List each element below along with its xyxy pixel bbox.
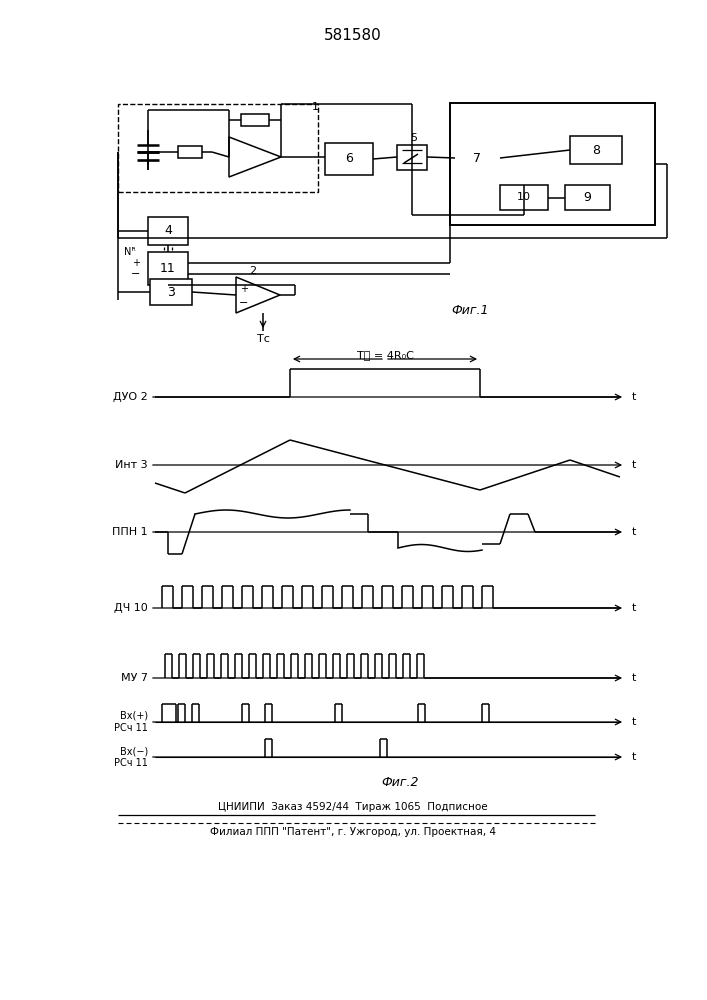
Text: −: − xyxy=(239,298,249,308)
Text: 9: 9 xyxy=(583,191,592,204)
Text: t: t xyxy=(632,460,636,470)
Text: МУ 7: МУ 7 xyxy=(121,673,148,683)
Text: −: − xyxy=(131,269,140,279)
Text: ДУО 2: ДУО 2 xyxy=(113,392,148,402)
Bar xyxy=(565,185,610,210)
Text: 8: 8 xyxy=(592,143,600,156)
Text: t: t xyxy=(632,717,636,727)
Text: 11: 11 xyxy=(160,262,176,275)
Text: Вх(+): Вх(+) xyxy=(120,711,148,721)
Text: 4: 4 xyxy=(164,225,172,237)
Text: +: + xyxy=(240,284,248,294)
Bar xyxy=(241,114,269,126)
Bar xyxy=(450,103,655,225)
Text: Фиг.2: Фиг.2 xyxy=(381,776,419,788)
Text: t: t xyxy=(632,673,636,683)
Text: 7: 7 xyxy=(474,151,481,164)
Text: 3: 3 xyxy=(167,286,175,298)
Bar xyxy=(148,217,188,245)
Text: t: t xyxy=(632,752,636,762)
Text: Филиал ППП "Патент", г. Ужгород, ул. Проектная, 4: Филиал ППП "Патент", г. Ужгород, ул. Про… xyxy=(210,827,496,837)
Text: t: t xyxy=(632,392,636,402)
Bar xyxy=(118,104,318,192)
Bar xyxy=(397,144,427,169)
Text: 10: 10 xyxy=(517,192,531,202)
Text: 2: 2 xyxy=(250,266,257,276)
Text: 581580: 581580 xyxy=(324,27,382,42)
Text: Nᴿ: Nᴿ xyxy=(124,247,136,257)
Text: РСч 11: РСч 11 xyxy=(114,758,148,768)
Text: 5: 5 xyxy=(411,133,418,143)
Text: ДЧ 10: ДЧ 10 xyxy=(115,603,148,613)
Text: t: t xyxy=(632,603,636,613)
Bar xyxy=(178,146,202,158)
Text: Tⲟ = 4R₀C: Tⲟ = 4R₀C xyxy=(356,350,414,360)
Text: 1: 1 xyxy=(312,102,318,112)
Bar xyxy=(150,279,192,305)
Text: t: t xyxy=(632,527,636,537)
Text: 6: 6 xyxy=(345,152,353,165)
Text: Tᴄ: Tᴄ xyxy=(257,334,269,344)
Text: РСч 11: РСч 11 xyxy=(114,723,148,733)
Text: Фиг.1: Фиг.1 xyxy=(451,304,489,316)
Bar xyxy=(148,252,188,285)
Bar xyxy=(325,143,373,175)
Text: Вх(−): Вх(−) xyxy=(119,746,148,756)
Bar xyxy=(455,144,500,172)
Bar xyxy=(500,185,548,210)
Text: ЦНИИПИ  Заказ 4592/44  Тираж 1065  Подписное: ЦНИИПИ Заказ 4592/44 Тираж 1065 Подписно… xyxy=(218,802,488,812)
Text: +: + xyxy=(132,258,140,268)
Text: ППН 1: ППН 1 xyxy=(112,527,148,537)
Bar xyxy=(570,136,622,164)
Text: Инт 3: Инт 3 xyxy=(115,460,148,470)
